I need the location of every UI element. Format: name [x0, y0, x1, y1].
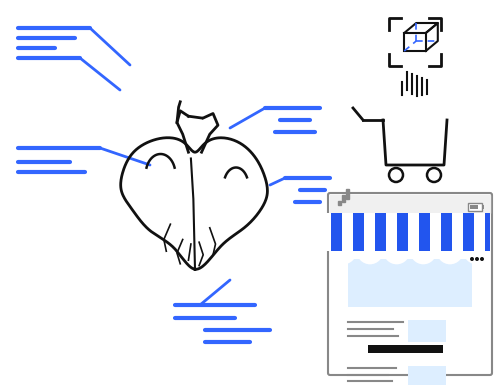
FancyBboxPatch shape — [328, 193, 492, 375]
Wedge shape — [384, 251, 410, 264]
Wedge shape — [464, 251, 490, 264]
Polygon shape — [320, 213, 330, 251]
Bar — [346, 189, 349, 199]
Bar — [348, 259, 472, 307]
Wedge shape — [410, 251, 436, 264]
Bar — [408, 366, 446, 385]
Wedge shape — [356, 251, 384, 264]
Bar — [408, 320, 446, 342]
Polygon shape — [408, 213, 418, 251]
Bar — [330, 195, 490, 213]
Wedge shape — [330, 251, 356, 264]
Bar — [342, 195, 345, 202]
Wedge shape — [436, 251, 464, 264]
Bar — [368, 345, 443, 353]
Bar — [330, 213, 490, 251]
Polygon shape — [386, 213, 396, 251]
Circle shape — [475, 257, 479, 261]
Bar — [482, 205, 484, 209]
Polygon shape — [430, 213, 440, 251]
Polygon shape — [342, 213, 352, 251]
Bar — [338, 201, 341, 205]
Bar — [468, 203, 482, 211]
Polygon shape — [474, 213, 484, 251]
Polygon shape — [452, 213, 462, 251]
Circle shape — [480, 257, 484, 261]
Bar — [470, 205, 478, 209]
Circle shape — [470, 257, 474, 261]
Polygon shape — [364, 213, 374, 251]
